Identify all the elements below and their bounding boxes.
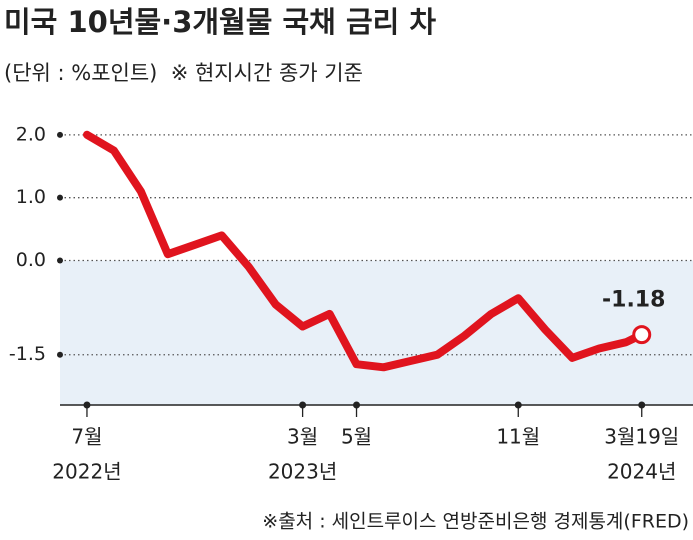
data-line	[83, 130, 646, 372]
y-tick-label: -1.5	[9, 343, 46, 365]
chart-title: 미국 10년물·3개월물 국채 금리 차	[4, 5, 436, 39]
x-tick-label: 11월	[496, 425, 540, 449]
x-tick-label: 5월	[341, 425, 372, 449]
x-year-label: 2022년	[52, 460, 121, 484]
y-tick-dot	[57, 194, 63, 201]
y-tick-label: 2.0	[16, 123, 46, 145]
y-tick-dot	[57, 131, 63, 138]
y-tick-label: 0.0	[16, 249, 46, 271]
end-point	[632, 325, 652, 345]
x-tick-label: 7월	[71, 425, 102, 449]
y-tick-label: 1.0	[16, 186, 46, 208]
negative-region	[60, 260, 693, 405]
y-tick-dot	[57, 351, 63, 358]
x-year-label: 2024년	[607, 460, 676, 484]
x-tick-label: 3월19일	[604, 425, 679, 449]
value-label: -1.18	[602, 288, 665, 313]
x-year-label: 2023년	[268, 460, 337, 484]
y-tick-dot	[57, 257, 63, 264]
chart-subtitle: (단위 : %포인트) ※ 현지시간 종가 기준	[4, 61, 363, 85]
source-note: ※출처 : 세인트루이스 연방준비은행 경제통계(FRED)	[262, 511, 689, 533]
x-tick-label: 3월	[287, 425, 318, 449]
